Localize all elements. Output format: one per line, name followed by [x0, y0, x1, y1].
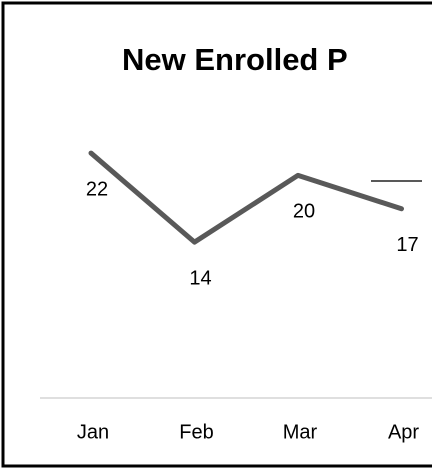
x-tick-label: Mar — [283, 421, 318, 443]
chart-title: New Enrolled P — [122, 42, 348, 77]
data-label: 20 — [293, 201, 315, 223]
data-label: 17 — [396, 234, 418, 256]
data-label: 22 — [86, 178, 108, 200]
line — [88, 150, 404, 245]
x-tick-label: Apr — [388, 421, 419, 443]
x-tick-label: Jan — [77, 421, 109, 443]
data-label: 14 — [189, 267, 211, 289]
x-tick-label: Feb — [179, 421, 213, 443]
